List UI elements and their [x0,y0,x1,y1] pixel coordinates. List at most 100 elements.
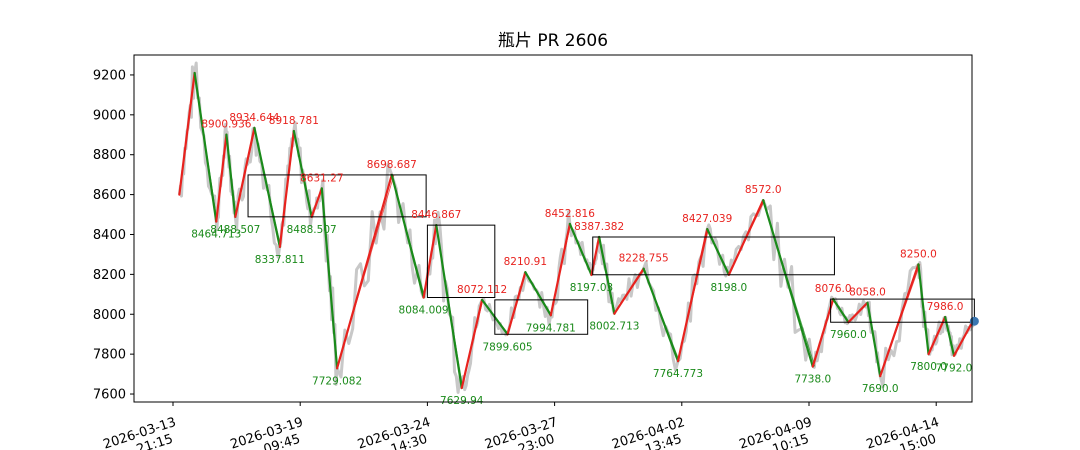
consolidation-box [830,298,975,323]
trough-label: 8197.03 [570,282,613,294]
y-tick-label: 7600 [93,388,126,403]
trough-label: 8198.0 [710,282,747,294]
price-noise-segment [434,210,464,394]
trough-label: 8337.811 [255,254,305,266]
y-tick-label: 8200 [93,268,126,283]
trough-label: 7960.0 [830,329,867,341]
trough-label: 7899.605 [482,341,532,353]
zigzag-thin-segment [598,236,616,314]
chart-title: 瓶片 PR 2606 [498,31,608,51]
peak-label: 8387.382 [574,221,624,233]
y-axis: 7600 7800 8000 8200 8400 8600 8800 9000 9200 [93,68,134,403]
peak-label: 8076.0 [815,283,852,295]
y-tick-label: 8400 [93,228,126,243]
trough-label: 7629.94 [440,395,484,407]
peak-label: 8250.0 [900,248,937,260]
y-tick-label: 8800 [93,148,126,163]
zigzag-thin-segment [178,72,196,195]
trough-label: 7994.781 [526,322,576,334]
last-price-marker [969,316,979,326]
y-tick-label: 7800 [93,348,126,363]
consolidation-box [426,224,496,298]
zigzag-thin-segment [832,298,850,323]
zigzag-thin-segment [423,225,438,298]
trough-label: 7800.0 [910,361,947,373]
zigzag-thin-segment [279,130,295,247]
zigzag-thin-segment [867,302,882,377]
zigzag-thin-segment [507,272,527,335]
peak-label: 8058.0 [849,287,886,299]
zigzag-thin-segment [461,299,484,389]
consolidation-box [494,299,589,335]
zigzag-thin-segment [928,316,947,355]
peak-label: 8427.039 [682,213,732,225]
zigzag-thin-segment [226,134,237,217]
trough-label: 8488.507 [287,224,337,236]
trough-label: 8002.713 [589,321,639,333]
zigzag-thin-segment [677,229,709,362]
plot-frame [133,54,973,403]
pivot-labels: 8464.713 8900.936 8488.507 8934.644 8337.811… [191,112,972,407]
trough-label: 7738.0 [794,374,831,386]
zigzag-thin-segment [234,127,256,217]
zigzag-thin-segment [293,130,313,217]
peak-label: 8698.687 [367,159,417,171]
zigzag-thin-segment [550,223,572,316]
zigzag-thin-segment [848,302,869,323]
zigzag-thin-segment [435,225,464,389]
y-tick-label: 8600 [93,188,126,203]
zigzag-thin-segment [321,188,339,369]
price-noise-segment [506,272,527,335]
zigzag-thin-segment [614,268,646,314]
price-noise-segment [878,263,920,389]
peak-label: 7986.0 [927,301,964,313]
zigzag-thin-segment [706,228,731,275]
peak-label: 8446.867 [411,209,461,221]
consolidation-boxes [247,174,975,335]
consolidation-box [247,174,427,218]
zigzag-thin-segment [879,264,921,377]
peak-label: 8572.0 [745,184,782,196]
peak-label: 8072.112 [457,284,507,296]
zigzag-thin-segment [917,264,930,355]
zigzag-thin-segment [194,72,218,222]
zigzag-thin-segment [762,200,816,367]
y-tick-label: 9200 [93,68,126,83]
trough-label: 7690.0 [862,383,899,395]
peak-label: 8934.644 [229,112,279,124]
consolidation-box [592,236,835,276]
zigzag-thin-segment [391,174,426,298]
zigzag-thin-segment [336,174,395,369]
peak-label: 8210.91 [504,256,547,268]
zigzag-thin-segment [569,223,593,276]
peak-label: 8228.755 [619,253,669,265]
price-noise-segment [761,199,815,367]
y-tick-label: 8000 [93,308,126,323]
last-price-marker-layer [969,316,979,326]
trough-label: 8464.713 [191,229,241,241]
y-tick-label: 9000 [93,108,126,123]
peak-label: 8452.816 [545,208,595,220]
peak-label: 8900.936 [201,119,251,131]
peak-label: 8631.27 [300,172,343,184]
price-noise-segment [390,174,426,299]
trough-label: 7764.773 [653,368,703,380]
zigzag-thin-segment [643,268,680,362]
zigzag-thin-segment [215,134,228,222]
trough-label: 8084.009 [399,304,449,316]
trough-label: 7729.082 [312,375,362,387]
price-noise-segment [612,268,646,315]
zigzag-thin-segment [311,188,323,217]
zigzag-thin-segment [254,127,282,247]
peak-label: 8918.781 [269,115,319,127]
zigzag-thin-segment [944,316,955,356]
